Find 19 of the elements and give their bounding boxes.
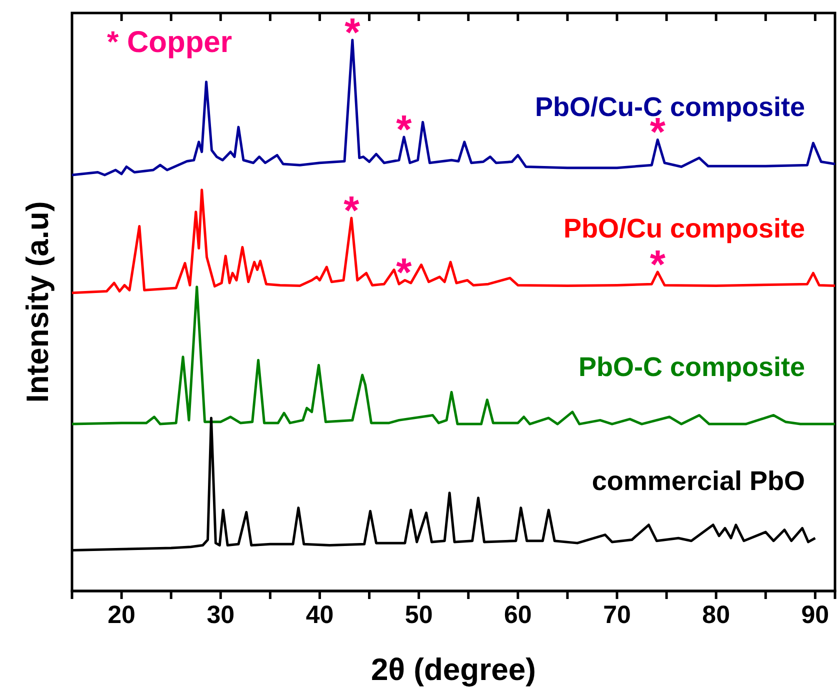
series-label: PbO/Cu composite [563,214,805,244]
x-tick-label: 30 [206,600,235,629]
x-axis-title: 2θ (degree) [371,652,536,687]
x-tick-label: 70 [603,600,631,629]
annotation: * [650,242,666,287]
annotation: * [396,251,412,296]
annotation: * [344,11,361,55]
series-label: commercial PbO [592,466,805,496]
x-tick-label: 90 [801,600,830,629]
annotation: * [396,108,412,152]
x-tick-label: 80 [702,600,730,629]
x-tick-label: 50 [404,600,433,629]
annotation: * [344,188,360,233]
y-axis-title: Intensity (a.u) [20,201,55,403]
x-tick-label: 20 [108,600,136,629]
series-label: PbO-C composite [578,352,805,382]
x-tick-label: 60 [504,600,532,629]
x-tick-label: 40 [306,600,334,629]
annotation: * Copper [107,26,232,59]
